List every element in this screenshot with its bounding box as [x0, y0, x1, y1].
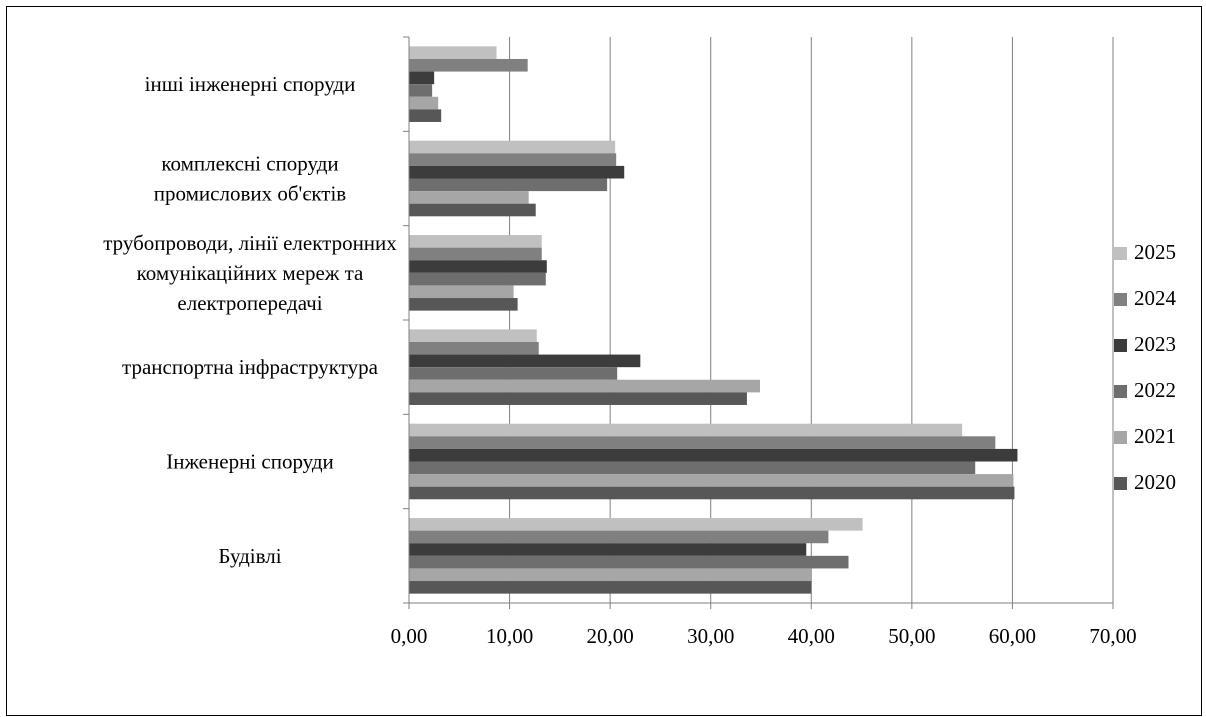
legend-label: 2020 [1134, 470, 1176, 494]
legend-swatch [1114, 431, 1127, 444]
x-tick-label: 70,00 [1089, 624, 1136, 648]
bar [409, 178, 608, 192]
category-label: комунікаційних мереж та [137, 261, 364, 285]
bar [409, 191, 529, 204]
legend: 2025 2024 2023 2022 2021 2020 [1114, 240, 1177, 494]
bar [409, 298, 518, 311]
bar [409, 140, 616, 154]
bar [409, 568, 812, 582]
bar [409, 329, 537, 342]
x-tick-label: 0,00 [391, 624, 428, 648]
category-label: електропередачі [177, 291, 322, 315]
bar [409, 474, 1014, 487]
bar [409, 247, 542, 261]
bar [409, 260, 547, 273]
bar [409, 486, 1015, 500]
category-label: промислових об'єктів [154, 182, 346, 206]
legend-swatch [1114, 293, 1127, 306]
x-tick-label: 60,00 [989, 624, 1036, 648]
legend-label: 2023 [1134, 332, 1176, 356]
bar [409, 543, 807, 556]
bar [409, 109, 442, 122]
bar [409, 555, 849, 569]
category-label: комплексні споруди [161, 152, 338, 176]
x-tick-labels: 0,00 10,00 20,00 30,00 40,00 50,00 60,00 70,00 [391, 624, 1137, 648]
bar [409, 46, 497, 59]
x-tick-label: 50,00 [888, 624, 935, 648]
legend-swatch [1114, 385, 1127, 398]
bar [409, 354, 641, 368]
bar [409, 285, 514, 299]
gridlines [509, 37, 1114, 603]
bar [409, 153, 617, 166]
x-tick-label: 20,00 [587, 624, 634, 648]
bar [409, 96, 439, 110]
bar [409, 436, 996, 449]
bar [409, 165, 625, 179]
bar [409, 423, 963, 437]
bar [409, 518, 863, 531]
category-label: Будівлі [218, 544, 281, 568]
legend-label: 2024 [1134, 286, 1177, 310]
x-tick-label: 10,00 [486, 624, 533, 648]
axes [403, 36, 1114, 609]
legend-swatch [1114, 247, 1127, 260]
bar [409, 461, 976, 475]
category-label: трубопроводи, лінії електронних [103, 231, 397, 255]
bar [409, 272, 546, 286]
bar [409, 379, 760, 393]
legend-label: 2022 [1134, 378, 1176, 402]
category-label: транспортна інфраструктура [122, 355, 379, 379]
bar [409, 392, 747, 405]
bar [409, 581, 812, 594]
legend-label: 2021 [1134, 424, 1176, 448]
bar [409, 530, 829, 544]
x-tick-label: 40,00 [788, 624, 835, 648]
category-labels: інші інженерні споруди комплексні споруди… [103, 72, 397, 568]
bar [409, 235, 542, 248]
category-label: Інженерні споруди [166, 450, 334, 474]
legend-label: 2025 [1134, 240, 1176, 264]
bar [409, 367, 618, 380]
bar [409, 203, 536, 217]
bar [409, 341, 539, 355]
bar [409, 84, 433, 97]
legend-swatch [1114, 339, 1127, 352]
legend-swatch [1114, 477, 1127, 490]
category-label: інші інженерні споруди [145, 72, 356, 96]
bar [409, 448, 1018, 462]
bars [409, 46, 1018, 594]
bar [409, 71, 435, 85]
bar [409, 58, 528, 72]
x-tick-label: 30,00 [687, 624, 734, 648]
